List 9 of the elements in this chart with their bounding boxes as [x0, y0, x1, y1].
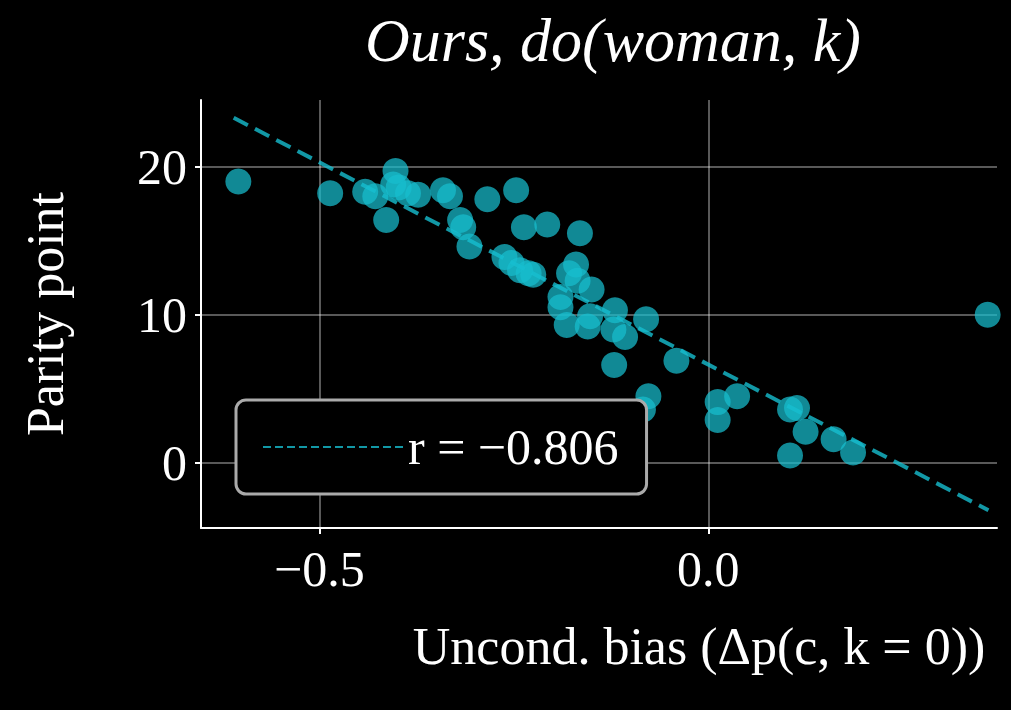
y-axis-title: Parity point [16, 191, 74, 437]
x-axis-title: Uncond. bias (Δp(c, k = 0)) [412, 617, 986, 676]
y-tick-label: 20 [137, 138, 187, 195]
y-tick-label: 10 [137, 286, 187, 343]
x-tick-label: −0.5 [273, 541, 365, 597]
x-tick-label: 0.0 [677, 541, 740, 597]
y-tick-label: 0 [162, 434, 187, 491]
chart-title: Ours, do(woman, k) [365, 6, 861, 75]
legend-label: r = −0.806 [408, 419, 619, 475]
